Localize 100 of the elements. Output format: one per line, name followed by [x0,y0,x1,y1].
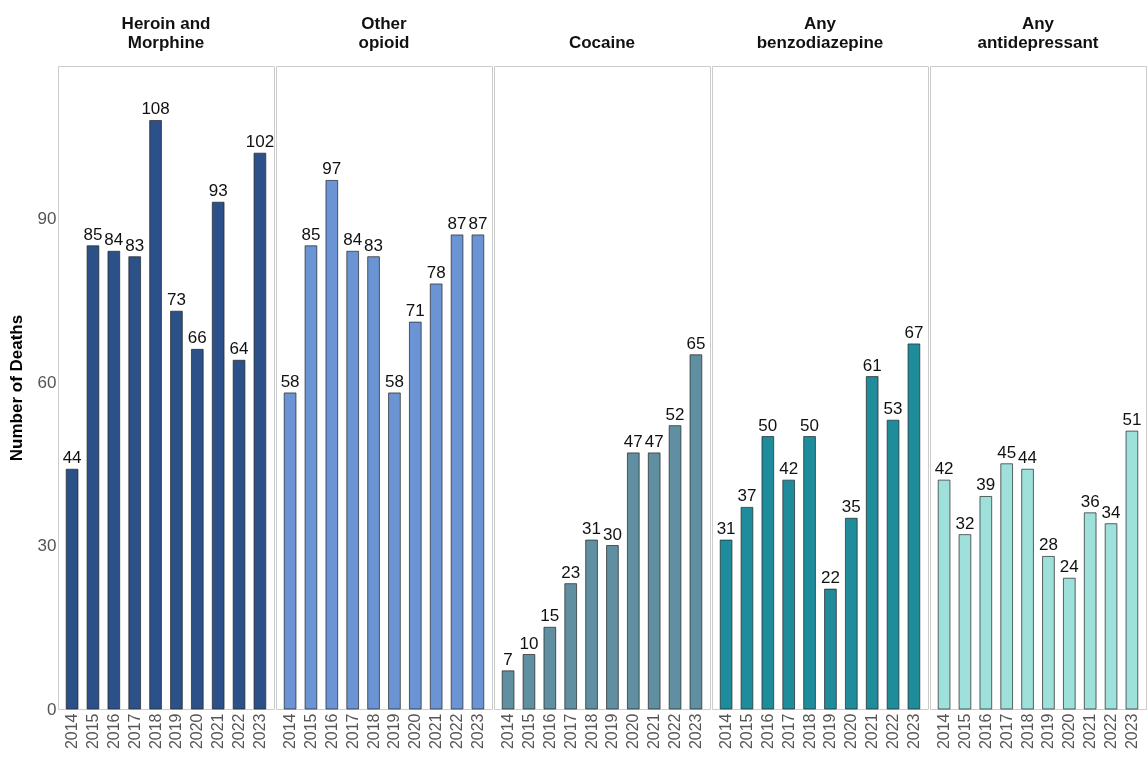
x-tick-label: 2017 [779,713,797,750]
bar [471,234,485,710]
x-tick-label: 2021 [1081,713,1099,750]
data-label: 50 [800,415,820,435]
x-tick-label: 2016 [976,713,994,750]
bar [1063,577,1076,710]
data-label: 58 [280,371,300,391]
data-label: 71 [405,301,425,321]
bar [367,256,380,710]
bar [979,496,993,710]
bar [907,343,921,710]
bar [409,321,422,710]
bar [149,120,162,710]
bar [937,479,951,710]
x-tick-label: 2014 [935,713,953,750]
data-label: 44 [62,448,82,468]
data-label: 84 [104,230,124,250]
data-label: 39 [976,475,996,495]
bar [958,534,972,710]
chart-title: Cocaine [568,33,636,52]
x-tick-label: 2019 [821,713,839,750]
data-label: 28 [1038,535,1058,555]
y-tick-label: 60 [37,372,57,392]
data-label: 87 [468,213,488,233]
data-label: 24 [1059,557,1079,577]
bar [803,436,816,710]
x-tick-label: 2023 [904,713,922,750]
bar [1021,468,1034,710]
x-tick-label: 2023 [1122,713,1140,750]
bar [543,626,557,710]
bar [522,654,536,710]
x-tick-label: 2022 [1102,713,1120,750]
bar [1042,556,1055,710]
x-tick-label: 2014 [63,713,81,750]
bar [761,436,775,710]
data-label: 51 [1122,410,1142,430]
data-label: 44 [1018,448,1038,468]
data-label: 83 [125,235,145,255]
bar [450,234,464,710]
data-label: 30 [602,524,622,544]
x-tick-label: 2023 [250,713,268,750]
bar [824,588,837,710]
bar [1125,430,1139,710]
x-tick-label: 2020 [188,713,206,750]
data-label: 66 [187,328,207,348]
data-label: 50 [758,415,778,435]
x-tick-label: 2022 [230,713,248,750]
x-tick-label: 2019 [603,713,621,750]
data-label: 97 [322,159,342,179]
y-axis-title: Number of Deaths [6,314,26,462]
data-label: 58 [384,371,404,391]
data-label: 87 [447,213,467,233]
bar [232,359,246,710]
x-tick-label: 2020 [406,713,424,750]
x-tick-label: 2017 [125,713,143,750]
chart-title: Any antidepressant [977,14,1099,52]
data-label: 31 [716,519,736,539]
x-tick-label: 2020 [624,713,642,750]
bar [865,376,879,710]
bar [65,468,79,710]
bar [325,180,339,710]
bar [668,425,682,710]
data-label: 83 [364,235,384,255]
data-label: 61 [862,355,882,375]
bar [719,539,733,710]
data-label: 35 [841,497,861,517]
x-tick-label: 2018 [146,713,164,750]
data-label: 84 [343,230,363,250]
bar [170,310,183,710]
x-tick-label: 2017 [561,713,579,750]
bar [304,245,318,710]
bar [128,256,141,710]
bar [1083,512,1097,710]
x-tick-label: 2015 [83,713,101,750]
x-tick-label: 2022 [884,713,902,750]
data-label: 22 [820,568,840,588]
bar [501,670,515,710]
data-label: 42 [934,459,954,479]
bar [283,392,297,710]
data-label: 45 [997,442,1017,462]
bar [886,419,900,710]
x-tick-label: 2016 [104,713,122,750]
data-label: 53 [883,399,903,419]
data-label: 78 [426,262,446,282]
x-tick-label: 2018 [1018,713,1036,750]
bar [1104,523,1118,710]
x-tick-label: 2022 [448,713,466,750]
bar [388,392,401,710]
x-tick-label: 2018 [582,713,600,750]
x-tick-label: 2015 [955,713,973,750]
data-label: 47 [623,431,643,451]
bar [585,539,598,710]
data-label: 65 [686,333,706,353]
x-tick-label: 2015 [519,713,537,750]
bar [191,349,204,710]
x-tick-label: 2017 [997,713,1015,750]
x-tick-label: 2019 [167,713,185,750]
data-label: 52 [665,404,685,424]
x-tick-label: 2021 [863,713,881,750]
data-label: 34 [1101,502,1121,522]
